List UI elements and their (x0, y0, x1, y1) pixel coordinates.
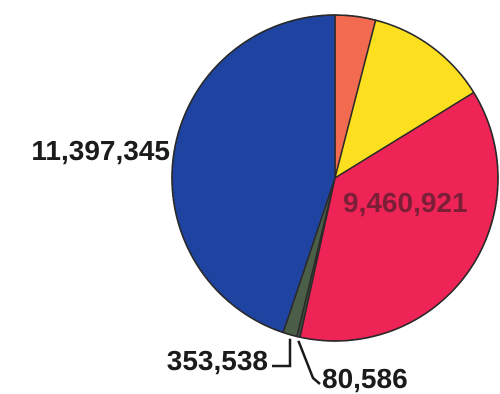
data-labels: 11,397,345 9,460,921 353,538 80,586 (31, 135, 467, 394)
leader-line-slice-5 (272, 338, 292, 368)
label-leader-lines (272, 338, 321, 385)
data-label-slice-6: 11,397,345 (31, 135, 170, 166)
data-label-slice-4: 80,586 (322, 363, 408, 394)
data-label-slice-5: 353,538 (167, 345, 268, 376)
pie-outline (171, 14, 499, 342)
pie-slices (171, 14, 499, 342)
data-label-slice-3: 9,460,921 (343, 187, 468, 218)
leader-line-slice-4 (297, 340, 321, 385)
